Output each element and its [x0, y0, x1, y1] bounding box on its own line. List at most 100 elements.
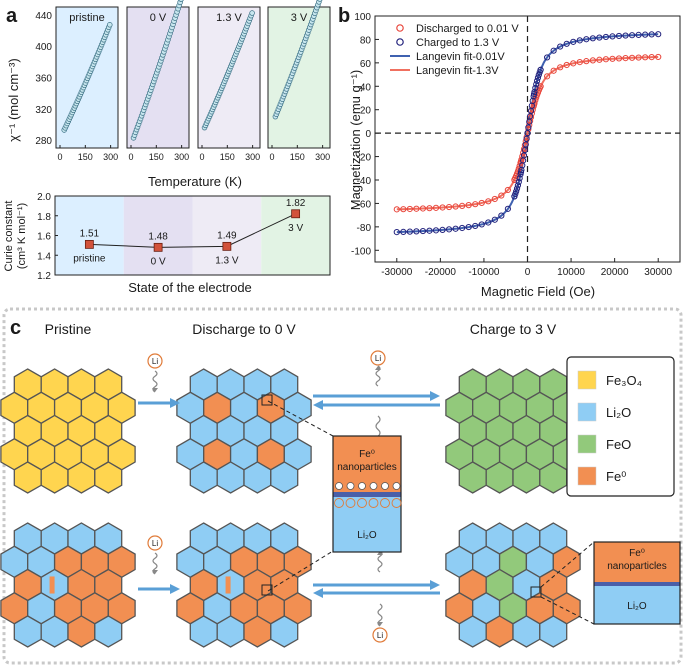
- li-ion-interface: [380, 498, 390, 508]
- legend-swatch: [577, 466, 597, 486]
- chart-data-point: [513, 185, 521, 192]
- curie-line: [89, 213, 296, 248]
- curie-state-label: 3 V: [288, 223, 303, 234]
- chart-data-point: [504, 205, 511, 212]
- chart-data-point: [426, 205, 433, 212]
- chart-data-point: [615, 32, 623, 40]
- chart-data-point: [465, 223, 472, 231]
- zoom-marker: [261, 584, 273, 596]
- a-xtick-label: 300: [315, 152, 330, 162]
- chart-data-point: [400, 206, 407, 213]
- chart-data-point: [393, 229, 400, 236]
- chart-data-point: [557, 43, 564, 50]
- a-xtick-label: 0: [128, 152, 133, 162]
- chart-data-point: [472, 222, 479, 230]
- chart-data-point: [533, 81, 540, 88]
- chi-subplot-label: 1.3 V: [216, 12, 242, 24]
- process-arrow-head: [430, 580, 440, 590]
- inset1-frame: [332, 435, 402, 553]
- chart-data-point: [615, 55, 623, 62]
- curie-point: [153, 242, 163, 252]
- chart-ytick-label: 60: [360, 59, 372, 70]
- chart-data-point: [534, 74, 542, 81]
- chart-data-point: [609, 33, 616, 40]
- legend-swatch: [577, 370, 597, 390]
- magnetization-chart: -30000 -20000 -10000 0 10000 20000 30000 -100 -8…: [351, 12, 681, 278]
- curie-ytick-label: 1.8: [37, 212, 51, 223]
- li-ion: [147, 353, 163, 369]
- panel-a-letter: a: [6, 5, 18, 27]
- li-ion-interface: [357, 498, 367, 508]
- inset2-li2o-label: Li₂O: [627, 601, 647, 612]
- curie-ytick-label: 1.4: [37, 251, 51, 262]
- panel-c-legend-box: [566, 356, 675, 497]
- curie-constant-plot: 2.0 1.8 1.6 1.4 1.2 1.51 pristine 1.48 0 V 1.49 1.…: [37, 192, 331, 282]
- panel-a-y-ticks: 440 400 360 320 280: [35, 11, 59, 147]
- chi-point: [178, 0, 184, 2]
- chart-data-point: [459, 202, 466, 209]
- chart-xtick-label: 0: [525, 267, 531, 278]
- li-ion-interface: [334, 498, 344, 508]
- chart-data-point: [426, 227, 433, 234]
- chart-data-point: [439, 204, 446, 211]
- discharged-lattice-bottom: [176, 522, 312, 648]
- hex-cell: [270, 615, 299, 648]
- legend-item-label: Li₂O: [606, 405, 631, 420]
- chart-data-point: [550, 67, 557, 74]
- chi-subplot-frame: [267, 6, 331, 149]
- li-ion-label: Li: [152, 357, 158, 366]
- chart-data-point: [485, 219, 492, 226]
- chart-data-point: [635, 31, 642, 39]
- chart-data-point: [532, 84, 539, 92]
- process-arrow-head: [170, 584, 180, 594]
- chart-data-point: [406, 228, 413, 235]
- chart-data-point: [478, 221, 485, 228]
- a-xtick-label: 150: [220, 152, 235, 162]
- chart-data-point: [530, 93, 537, 100]
- chart-data-point: [635, 54, 642, 61]
- discharged-lattice-top: [176, 368, 312, 494]
- chart-data-point: [445, 203, 453, 211]
- chart-data-point: [491, 216, 498, 223]
- chart-data-point: [393, 206, 400, 213]
- a-ytick-label: 440: [35, 11, 52, 22]
- chart-ytick-label: 20: [360, 106, 372, 117]
- legend-marker: [396, 24, 404, 32]
- inset2-li2o-region: [594, 586, 680, 624]
- chart-data-point: [570, 60, 577, 67]
- legend-swatch: [577, 402, 597, 422]
- chart-data-point: [498, 212, 505, 219]
- hex-split: [49, 576, 55, 594]
- chart-data-point: [452, 203, 459, 210]
- chart-data-point: [472, 201, 479, 208]
- curie-ylabel-line2: (cm³ K mol⁻¹): [16, 203, 28, 269]
- a-xtick-label: 150: [78, 152, 93, 162]
- curie-xlabel: State of the electrode: [128, 280, 252, 295]
- chart-data-point: [485, 198, 492, 205]
- a-ytick-label: 400: [35, 42, 52, 53]
- li-ion-label: Li: [152, 539, 158, 548]
- li-path-head: [152, 570, 158, 574]
- curie-state-label: 1.3 V: [215, 255, 239, 266]
- curie-ytick-label: 1.2: [37, 271, 51, 282]
- chart-data-point: [400, 228, 407, 235]
- chart-data-point: [557, 64, 564, 71]
- curie-value-label: 1.82: [286, 198, 306, 209]
- chart-data-point: [648, 31, 655, 38]
- chart-data-point: [642, 31, 649, 38]
- chart-data-point: [432, 227, 440, 234]
- legend-label: Langevin fit-1.3V: [416, 65, 499, 77]
- chart-data-point: [576, 37, 583, 44]
- chart-ytick-label: -100: [351, 246, 371, 257]
- chart-xtick-label: -10000: [468, 267, 500, 278]
- li-path-head: [152, 388, 158, 392]
- chart-data-point: [432, 204, 440, 211]
- legend-marker: [396, 38, 404, 46]
- zoom-line: [540, 541, 595, 588]
- hex-cell: [539, 615, 568, 648]
- chi-subplot: 3 V 0 150 300: [267, 0, 331, 162]
- inset2-frame: [593, 541, 681, 625]
- chart-data-point: [563, 61, 570, 69]
- panel-c-frame: [2, 307, 683, 665]
